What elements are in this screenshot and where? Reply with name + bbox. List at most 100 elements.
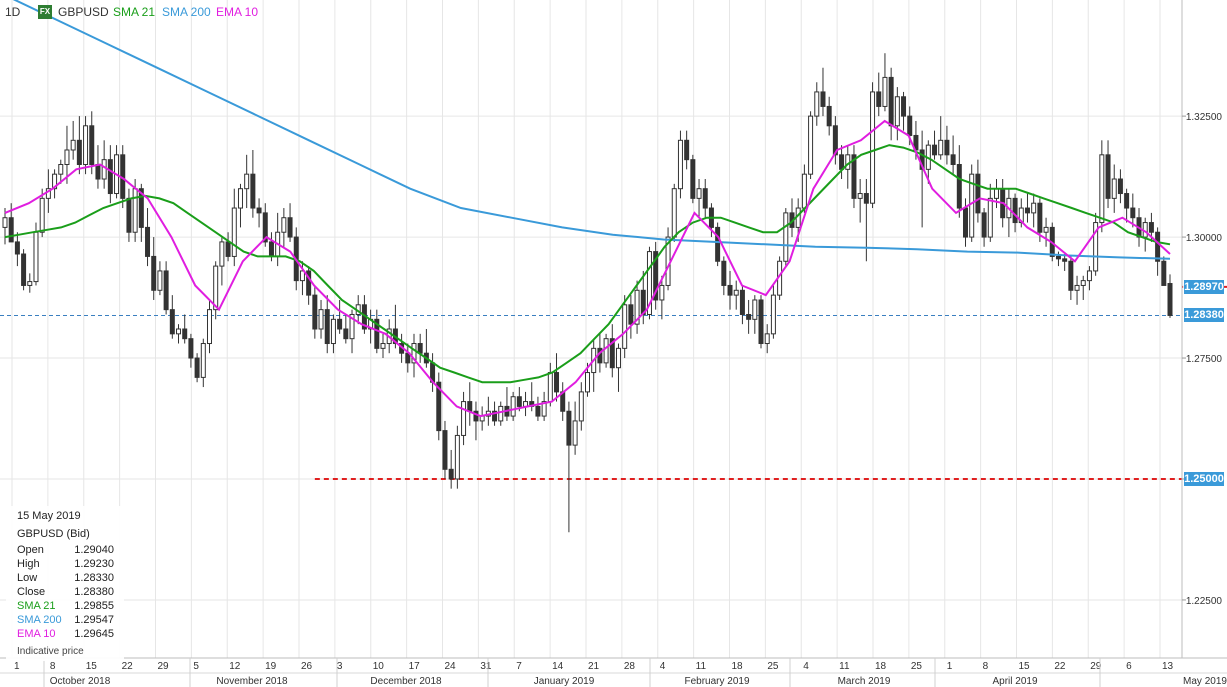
info-date: 15 May 2019 bbox=[17, 510, 81, 522]
candle-body bbox=[33, 231, 39, 283]
candle-body bbox=[1111, 178, 1117, 199]
price-tag-1.25000: 1.25000 bbox=[1184, 471, 1224, 486]
candle-body bbox=[1130, 207, 1136, 219]
candle-body bbox=[250, 173, 256, 209]
candle-body bbox=[492, 410, 498, 422]
candle-body bbox=[932, 144, 938, 156]
candle-body bbox=[801, 173, 807, 209]
candle-body bbox=[950, 154, 956, 166]
day-tick-label: 10 bbox=[373, 661, 385, 672]
day-tick-label: 4 bbox=[803, 661, 809, 672]
price-tick-label: 1.30000 bbox=[1186, 233, 1223, 244]
candle-body bbox=[126, 197, 132, 233]
candle-body bbox=[448, 468, 454, 480]
candle-body bbox=[138, 188, 144, 228]
candle-body bbox=[659, 284, 665, 301]
candle-body bbox=[814, 91, 820, 117]
candle-body bbox=[1012, 197, 1018, 224]
info-label: Open bbox=[17, 544, 44, 556]
candle-body bbox=[628, 304, 634, 325]
month-label: December 2018 bbox=[370, 676, 442, 687]
month-label: February 2019 bbox=[684, 676, 749, 687]
candle-body bbox=[324, 309, 330, 345]
info-label: SMA 200 bbox=[17, 614, 62, 626]
info-value: 1.29230 bbox=[74, 558, 114, 570]
candle-body bbox=[572, 420, 578, 446]
candle-body bbox=[349, 313, 355, 340]
candle-body bbox=[987, 197, 993, 238]
candle-body bbox=[64, 149, 70, 165]
candle-body bbox=[374, 318, 380, 349]
candle-body bbox=[262, 212, 268, 243]
chart-grid bbox=[0, 0, 1182, 658]
day-tick-label: 28 bbox=[624, 661, 636, 672]
candle-body bbox=[268, 241, 274, 257]
info-value: 1.28330 bbox=[74, 572, 114, 584]
candle-body bbox=[231, 207, 237, 257]
candle-body bbox=[609, 338, 615, 369]
candle-body bbox=[256, 207, 262, 214]
candle-body bbox=[770, 294, 776, 335]
candle-body bbox=[194, 357, 200, 378]
candle-body bbox=[696, 188, 702, 199]
candle-body bbox=[808, 115, 814, 175]
info-label: Low bbox=[17, 572, 38, 584]
day-tick-label: 15 bbox=[86, 661, 98, 672]
symbol-label[interactable]: GBPUSD bbox=[58, 5, 109, 19]
candle-body bbox=[857, 193, 863, 199]
candle-body bbox=[182, 328, 188, 340]
indicator-sma21-label[interactable]: SMA 21 bbox=[113, 5, 156, 19]
candle-body bbox=[578, 391, 584, 422]
sma21-line bbox=[4, 144, 1171, 384]
day-tick-label: 26 bbox=[301, 661, 313, 672]
candle-body bbox=[510, 396, 516, 417]
day-tick-label: 3 bbox=[337, 661, 343, 672]
candle-body bbox=[151, 255, 157, 291]
day-tick-label: 22 bbox=[122, 661, 134, 672]
candle-body bbox=[95, 164, 101, 180]
candle-body bbox=[1043, 226, 1049, 233]
candle-body bbox=[690, 159, 696, 199]
info-instrument: GBPUSD (Bid) bbox=[17, 528, 90, 540]
candle-body bbox=[851, 154, 857, 199]
candle-body bbox=[1105, 154, 1111, 199]
candle-body bbox=[956, 164, 962, 209]
candle-body bbox=[1155, 231, 1161, 262]
info-value: 1.29855 bbox=[74, 600, 114, 612]
day-tick-label: 11 bbox=[839, 661, 850, 672]
candle-body bbox=[225, 241, 231, 257]
candle-body bbox=[417, 343, 423, 354]
candle-body bbox=[52, 173, 58, 190]
candle-body bbox=[615, 347, 621, 369]
indicator-ema10-label[interactable]: EMA 10 bbox=[216, 5, 259, 19]
price-tag-1.28380: 1.28380 bbox=[1184, 308, 1224, 323]
candle-body bbox=[566, 410, 572, 446]
day-tick-label: 21 bbox=[588, 661, 600, 672]
candle-body bbox=[876, 91, 882, 107]
candle-body bbox=[343, 328, 349, 340]
candle-body bbox=[1124, 193, 1130, 209]
candle-body bbox=[1062, 258, 1068, 262]
indicator-sma200-label[interactable]: SMA 200 bbox=[162, 5, 211, 19]
candle-body bbox=[442, 430, 448, 470]
day-tick-label: 29 bbox=[1090, 661, 1102, 672]
candle-body bbox=[8, 217, 14, 243]
day-tick-label: 18 bbox=[732, 661, 744, 672]
candle-body bbox=[101, 159, 107, 180]
ohlc-info-panel: 15 May 2019 GBPUSD (Bid) Open 1.29040 Hig… bbox=[6, 506, 124, 661]
day-tick-label: 19 bbox=[265, 661, 277, 672]
day-tick-label: 13 bbox=[1162, 661, 1174, 672]
info-row-sma21: SMA 21 1.29855 bbox=[17, 599, 120, 613]
candle-body bbox=[89, 125, 95, 166]
candle-body bbox=[535, 405, 541, 417]
candle-body bbox=[963, 207, 969, 238]
candle-body bbox=[894, 96, 900, 127]
candle-body bbox=[554, 372, 560, 393]
price-tag-1.28970: 1.28970 bbox=[1184, 279, 1224, 294]
candle-body bbox=[882, 76, 888, 107]
candle-body bbox=[244, 173, 250, 190]
timeframe-label[interactable]: 1D bbox=[5, 5, 21, 19]
fx-badge-icon: FX bbox=[38, 5, 52, 19]
candle-body bbox=[516, 396, 522, 407]
